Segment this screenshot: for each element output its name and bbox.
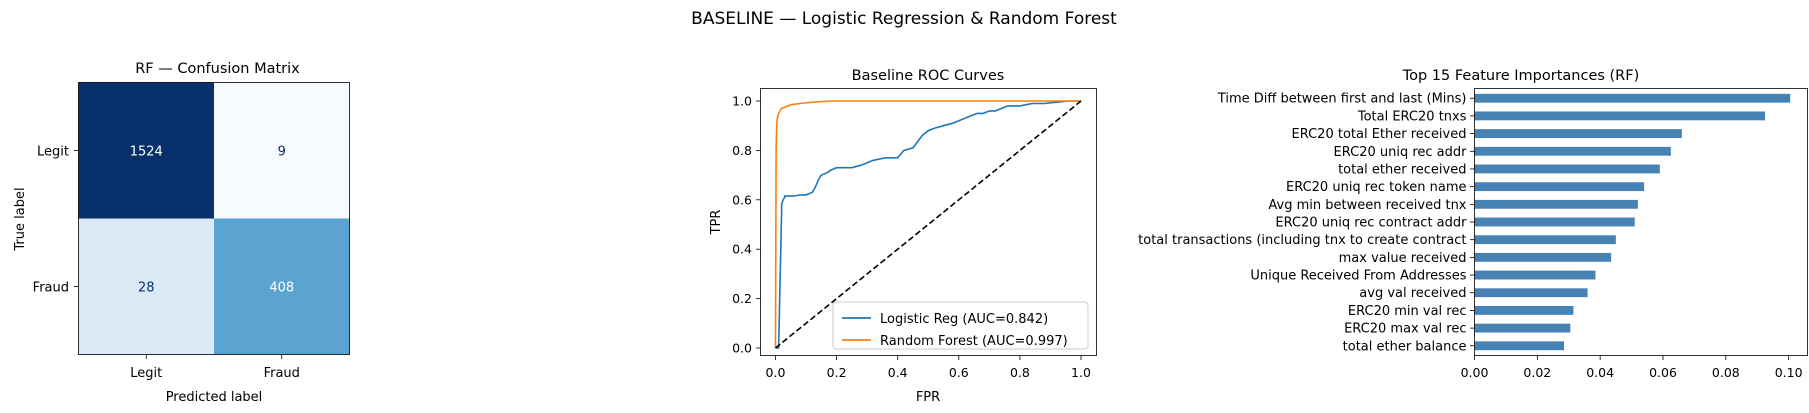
roc-ytick-label: 0.8	[732, 143, 752, 158]
feature-importance-bar	[1474, 164, 1660, 174]
confusion-matrix-xlabel: Predicted label	[166, 390, 263, 405]
feature-importance-xtick-label: 0.00	[1461, 365, 1489, 380]
confusion-matrix-value: 28	[138, 281, 155, 296]
feature-importance-label: ERC20 uniq rec addr	[1334, 145, 1468, 160]
confusion-matrix-ylabel: True label	[13, 187, 28, 251]
feature-importance-panel: Top 15 Feature Importances (RF) Time Dif…	[1138, 68, 1808, 380]
feature-importance-xtick-label: 0.08	[1712, 365, 1740, 380]
confusion-matrix-cell	[214, 218, 350, 355]
roc-panel: Baseline ROC Curves 0.0 0.2 0.4 0.6 0.8 1.0 0.…	[709, 68, 1097, 405]
confusion-matrix-cell	[78, 82, 214, 219]
feature-importance-label: Total ERC20 tnxs	[1357, 109, 1467, 124]
roc-ytick-label: 0.2	[732, 291, 752, 306]
feature-importance-bar	[1474, 305, 1574, 315]
feature-importance-label: ERC20 total Ether received	[1292, 127, 1467, 142]
roc-legend-label-rf: Random Forest (AUC=0.997)	[880, 334, 1068, 349]
feature-importance-frame	[1474, 88, 1808, 356]
confusion-matrix-ytick-label: Fraud	[33, 281, 69, 296]
roc-legend: Logistic Reg (AUC=0.842) Random Forest (…	[832, 301, 1089, 350]
feature-importance-label: total ether balance	[1343, 339, 1467, 354]
roc-frame	[760, 88, 1097, 356]
feature-importance-label: ERC20 min val rec	[1348, 304, 1467, 319]
roc-line-rf	[774, 100, 1081, 349]
confusion-matrix-cell	[78, 218, 214, 355]
roc-chance-line	[774, 100, 1082, 349]
confusion-matrix-value: 9	[278, 145, 286, 160]
feature-importance-bar	[1474, 217, 1635, 227]
feature-importance-label: max value received	[1339, 251, 1467, 266]
feature-importance-bar	[1474, 341, 1565, 351]
feature-importance-bar	[1474, 111, 1766, 121]
roc-ytick-label: 1.0	[732, 94, 752, 109]
feature-importance-label: total ether received	[1338, 162, 1466, 177]
feature-importance-bar	[1474, 235, 1616, 245]
feature-importance-xtick-label: 0.02	[1523, 365, 1551, 380]
roc-xtick-label: 0.8	[1010, 365, 1030, 380]
roc-ytick-label: 0.4	[732, 242, 752, 257]
feature-importance-bar	[1474, 252, 1612, 262]
confusion-matrix-frame	[78, 82, 350, 355]
roc-xtick-label: 0.0	[766, 365, 786, 380]
feature-importance-title: Top 15 Feature Importances (RF)	[1402, 68, 1640, 84]
confusion-matrix-title: RF — Confusion Matrix	[135, 61, 300, 77]
feature-importance-xtick-label: 0.06	[1649, 365, 1677, 380]
roc-legend-box	[832, 301, 1089, 350]
feature-importance-bar	[1474, 93, 1791, 103]
feature-importance-bar	[1474, 199, 1638, 209]
confusion-matrix-xtick-label: Fraud	[264, 366, 300, 381]
confusion-matrix-ytick-label: Legit	[37, 145, 69, 160]
feature-importance-label: ERC20 max val rec	[1344, 322, 1466, 337]
feature-importance-bar	[1474, 270, 1596, 280]
roc-xtick-label: 0.2	[827, 365, 847, 380]
feature-importance-label: Time Diff between first and last (Mins)	[1217, 92, 1467, 107]
feature-importance-xtick-label: 0.04	[1586, 365, 1614, 380]
feature-importance-label: total transactions (including tnx to cre…	[1138, 233, 1466, 248]
feature-importance-bar	[1474, 129, 1682, 139]
confusion-matrix-xtick-label: Legit	[130, 366, 162, 381]
roc-ylabel: TPR	[709, 210, 724, 236]
feature-importance-bar	[1474, 288, 1588, 298]
confusion-matrix-cell	[214, 82, 350, 219]
roc-legend-label-logistic: Logistic Reg (AUC=0.842)	[880, 312, 1048, 327]
confusion-matrix-value: 408	[269, 281, 294, 296]
roc-xtick-label: 0.4	[888, 365, 908, 380]
feature-importance-bar	[1474, 146, 1671, 156]
confusion-matrix-value: 1524	[130, 145, 163, 160]
feature-importance-label: ERC20 uniq rec token name	[1286, 180, 1467, 195]
roc-xtick-label: 1.0	[1071, 365, 1091, 380]
roc-xtick-label: 0.6	[949, 365, 969, 380]
feature-importance-label: Avg min between received tnx	[1268, 198, 1466, 213]
roc-title: Baseline ROC Curves	[852, 68, 1005, 84]
feature-importance-bar	[1474, 182, 1645, 192]
feature-importance-label: avg val received	[1359, 286, 1466, 301]
feature-importance-label: ERC20 uniq rec contract addr	[1275, 216, 1467, 231]
roc-ytick-label: 0.6	[732, 192, 752, 207]
figure-suptitle: BASELINE — Logistic Regression & Random …	[691, 9, 1117, 29]
roc-line-logistic	[775, 100, 1081, 349]
roc-xlabel: FPR	[916, 390, 940, 405]
confusion-matrix-panel: RF — Confusion Matrix 1524 9 28 408 Legit Fr…	[13, 61, 350, 405]
feature-importance-label: Unique Received From Addresses	[1250, 269, 1466, 284]
feature-importance-xtick-label: 0.10	[1775, 365, 1803, 380]
feature-importance-bar	[1474, 323, 1571, 333]
roc-ytick-label: 0.0	[732, 341, 752, 356]
